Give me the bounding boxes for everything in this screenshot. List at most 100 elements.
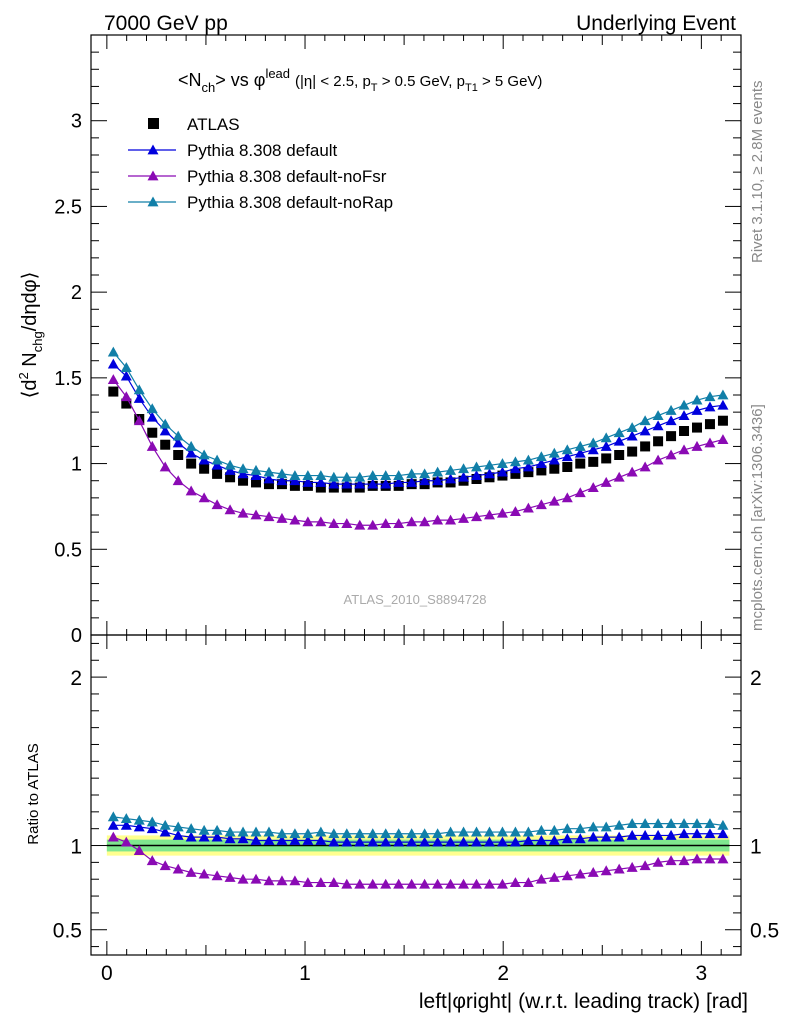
data-point [251,477,262,488]
main-plot-area: 0 0.5 1 1.5 2 2.5 3 [54,34,742,647]
ratio-data-point [146,823,158,834]
ratio-data-point [587,866,599,877]
ratio-data-point [198,868,210,879]
data-point [613,435,625,446]
data-point [574,440,586,451]
data-point [639,425,651,436]
data-point [159,418,171,429]
ratio-data-point [419,828,431,839]
data-point [263,466,275,477]
ratio-data-point [522,877,534,887]
data-point [717,399,729,410]
ratio-data-point [600,831,612,842]
series-pythia-8-308-default-nofsr [107,374,729,530]
ratio-data-point [341,836,353,847]
data-point [483,509,495,520]
legend-entry: Pythia 8.308 default-noRap [128,193,393,212]
data-point [341,471,353,482]
header-right-label: Underlying Event [576,12,736,35]
data-point [225,472,236,483]
data-point [406,516,418,527]
data-point [588,456,599,467]
data-point [146,403,158,414]
data-point [315,476,327,487]
ratio-data-point [652,829,664,840]
data-point [159,425,171,436]
data-point [367,519,379,530]
data-point [133,415,145,426]
data-point [107,374,119,384]
data-point [561,451,573,462]
ratio-data-point [652,856,664,867]
ratio-data-point [250,834,262,845]
ratio-data-point [626,861,638,872]
data-point [199,463,210,474]
ratio-data-point [185,823,197,834]
ratio-data-point [665,818,677,829]
data-point [666,431,677,442]
data-point [522,461,534,472]
data-point [691,404,703,415]
data-point [315,482,326,493]
ratio-data-point [120,813,132,823]
data-point [458,463,470,474]
data-point [549,463,560,474]
ratio-data-point [354,828,366,839]
ratio-data-point [224,833,236,844]
data-point [626,466,638,477]
data-point [263,479,274,490]
ratio-data-point [535,834,547,845]
legend-entry: ATLAS [148,115,240,134]
rivet-version-label: Rivet 3.1.10, ≥ 2.8M events [749,81,766,264]
data-point [432,475,444,486]
data-point [121,398,132,409]
data-point [626,430,638,441]
ratio-data-point [587,821,599,832]
ratio-data-point [678,828,690,839]
legend-label: Pythia 8.308 default [187,141,338,160]
data-point [198,449,210,460]
ratio-data-point [146,816,158,827]
data-point [561,444,573,455]
ratio-data-point [367,878,379,889]
ratio-data-point [691,853,703,864]
ratio-data-point [522,826,534,837]
ratio-data-point [445,826,457,837]
data-point [419,516,431,527]
x-tick-label: 1 [299,962,311,985]
data-point [653,436,664,447]
ratio-data-point [548,872,560,882]
ratio-y-tick-label: 1 [70,836,82,859]
data-point [276,512,288,523]
ratio-data-point [302,828,314,839]
data-point [548,495,560,506]
data-point [237,507,249,518]
ratio-data-point [483,836,495,847]
ratio-data-point [211,824,223,835]
data-point [432,514,444,525]
ratio-data-point [263,834,275,845]
data-point [328,518,340,528]
ratio-data-point [250,873,262,884]
data-point [639,415,651,426]
data-point [238,475,249,486]
data-point [627,446,638,457]
data-point [445,514,457,525]
data-point [510,468,521,479]
data-point [367,478,379,489]
ratio-data-point [263,826,275,837]
data-point [717,389,729,400]
data-point [665,449,677,460]
data-point [341,518,353,528]
data-point [147,427,158,438]
ratio-data-point [496,878,508,889]
data-point [509,463,521,474]
data-point [133,392,145,403]
y-tick-label: 0 [71,625,82,647]
ratio-data-point [276,834,288,845]
series-pythia-8-308-default-norap [107,346,729,482]
data-point [328,478,340,489]
ratio-data-point [483,826,495,837]
data-point [679,426,690,436]
ratio-data-point [678,818,690,829]
